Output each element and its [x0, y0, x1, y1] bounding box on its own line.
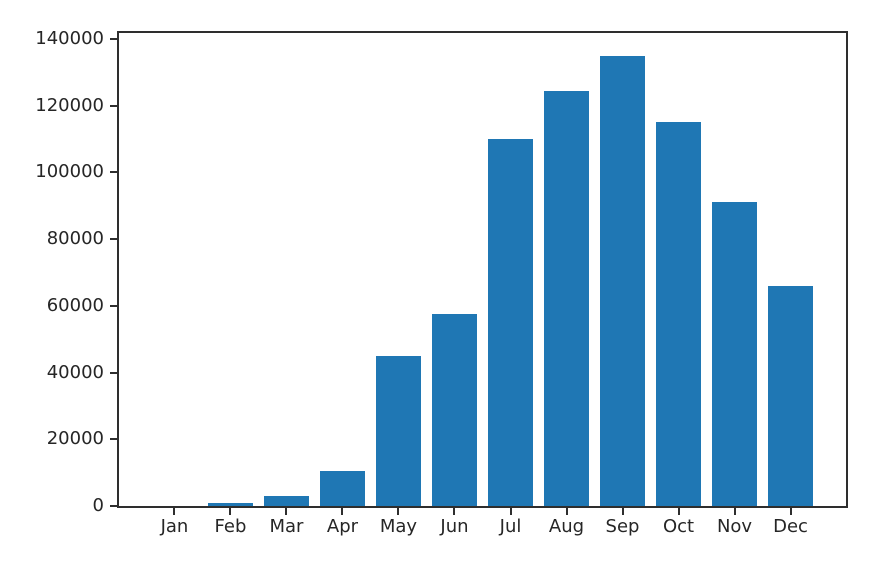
- y-tick-mark: [110, 37, 117, 40]
- x-tick-mark: [509, 508, 512, 515]
- x-tick-mark: [397, 508, 400, 515]
- bar-jul: [488, 138, 533, 506]
- x-tick-mark: [789, 508, 792, 515]
- bar-aug: [544, 90, 589, 506]
- y-tick-label: 0: [92, 495, 104, 516]
- x-tick-mark: [565, 508, 568, 515]
- bar-sep: [600, 55, 645, 506]
- x-tick-mark: [341, 508, 344, 515]
- x-tick-label: Mar: [269, 516, 304, 537]
- y-tick-label: 100000: [35, 161, 104, 183]
- y-tick-label: 20000: [46, 428, 104, 450]
- bar-jun: [432, 314, 477, 506]
- x-tick-mark: [677, 508, 680, 515]
- y-tick-label: 140000: [35, 27, 104, 49]
- bar-feb: [208, 502, 253, 506]
- x-tick-label: May: [379, 516, 418, 537]
- x-tick-label: Aug: [548, 516, 585, 537]
- x-tick-label: Jun: [440, 516, 469, 537]
- bar-apr: [320, 470, 365, 506]
- bar-oct: [656, 122, 701, 506]
- y-tick-label: 60000: [46, 294, 104, 316]
- x-tick-label: Nov: [716, 516, 753, 537]
- x-tick-label: Jan: [160, 516, 189, 537]
- y-tick-mark: [110, 238, 117, 241]
- y-tick-mark: [110, 104, 117, 107]
- x-tick-label: Feb: [214, 516, 247, 537]
- y-tick-label: 120000: [35, 94, 104, 116]
- x-tick-label: Jul: [499, 516, 522, 537]
- x-tick-label: Apr: [326, 516, 359, 537]
- x-tick-mark: [621, 508, 624, 515]
- y-tick-label: 40000: [46, 361, 104, 383]
- y-tick-mark: [110, 505, 117, 507]
- bar-mar: [264, 495, 309, 506]
- x-tick-mark: [453, 508, 456, 515]
- y-tick-mark: [110, 304, 117, 307]
- x-tick-mark: [229, 508, 232, 515]
- y-tick-mark: [110, 371, 117, 374]
- bar-dec: [768, 285, 813, 506]
- x-tick-mark: [733, 508, 736, 515]
- x-tick-mark: [173, 508, 176, 515]
- y-tick-label: 80000: [46, 228, 104, 250]
- bar-nov: [712, 202, 757, 506]
- y-tick-mark: [110, 171, 117, 174]
- x-tick-label: Dec: [773, 516, 808, 537]
- y-tick-mark: [110, 438, 117, 441]
- x-tick-mark: [285, 508, 288, 515]
- x-tick-label: Oct: [662, 516, 695, 537]
- x-tick-label: Sep: [605, 516, 640, 537]
- bar-may: [376, 355, 421, 506]
